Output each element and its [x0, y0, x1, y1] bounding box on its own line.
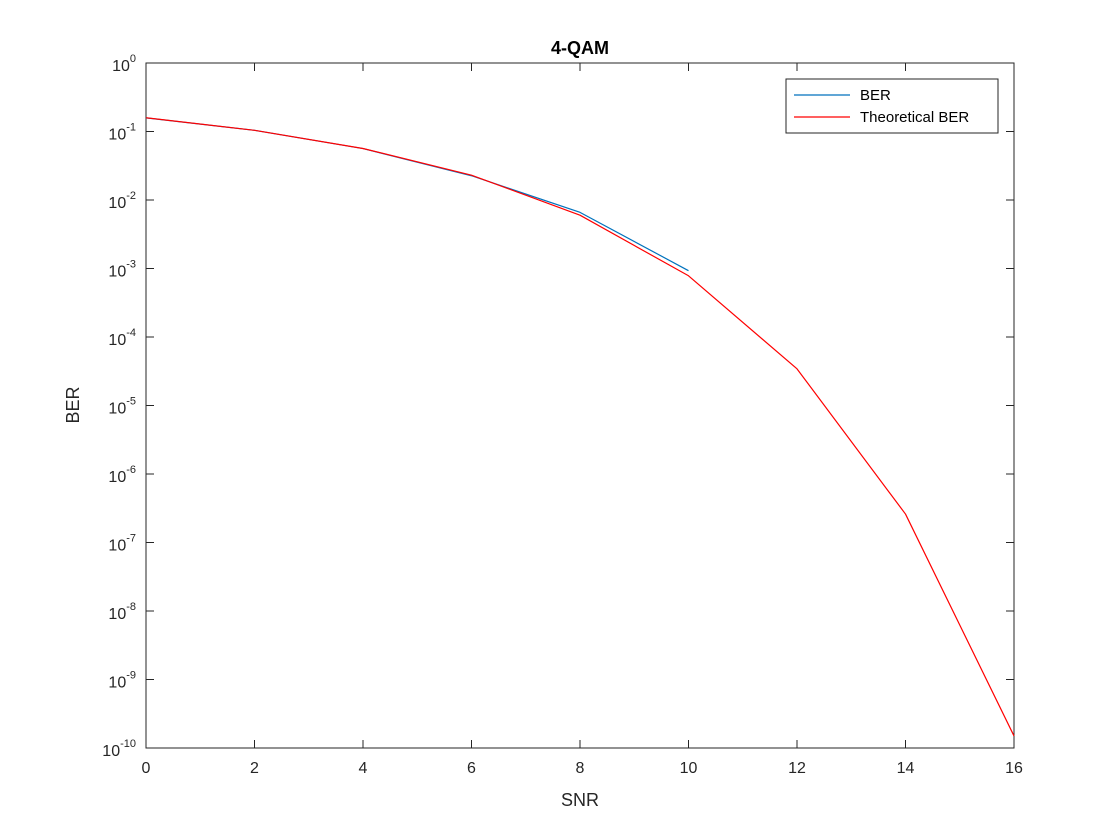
y-tick-label: 10-2: [108, 190, 136, 212]
y-tick-base: 10: [108, 195, 126, 212]
y-tick-base: 10: [108, 469, 126, 486]
x-axis-title: SNR: [561, 790, 599, 810]
x-tick-label: 14: [897, 760, 915, 777]
legend: BER Theoretical BER: [785, 78, 999, 134]
y-tick-exponent: -10: [120, 738, 136, 750]
y-tick-base: 10: [108, 332, 126, 349]
y-tick-exponent: -9: [126, 670, 136, 682]
y-tick-base: 10: [108, 675, 126, 692]
y-axis-title: BER: [63, 386, 83, 423]
legend-label-theoretical-ber: Theoretical BER: [860, 109, 969, 126]
y-tick-label: 10-6: [108, 464, 136, 486]
y-tick-base: 10: [112, 58, 130, 75]
y-tick-base: 10: [108, 127, 126, 144]
y-tick-exponent: -4: [126, 327, 136, 339]
series-line-theoretical-ber: [145, 117, 1015, 737]
y-tick-exponent: -6: [126, 464, 136, 476]
y-tick-exponent: -1: [126, 122, 136, 134]
y-tick-exponent: -8: [126, 601, 136, 613]
y-tick-exponent: -5: [126, 396, 136, 408]
y-tick-label: 10-1: [108, 122, 136, 144]
x-tick-label: 16: [1005, 760, 1023, 777]
y-tick-label: 100: [112, 53, 136, 75]
y-tick-exponent: -2: [126, 190, 136, 202]
x-tick-label: 10: [680, 760, 698, 777]
x-tick-label: 0: [142, 760, 151, 777]
y-tick-base: 10: [108, 606, 126, 623]
y-tick-label: 10-9: [108, 670, 136, 692]
y-tick-label: 10-4: [108, 327, 136, 349]
y-tick-label: 10-7: [108, 533, 136, 555]
y-tick-label: 10-5: [108, 396, 136, 418]
y-tick-label: 10-3: [108, 259, 136, 281]
y-tick-exponent: -7: [126, 533, 136, 545]
y-tick-label: 10-8: [108, 601, 136, 623]
legend-label-ber: BER: [860, 87, 891, 104]
y-tick-base: 10: [102, 743, 120, 760]
y-tick-exponent: -3: [126, 259, 136, 271]
y-tick-base: 10: [108, 401, 126, 418]
x-tick-label: 4: [359, 760, 368, 777]
legend-box: [785, 78, 999, 134]
y-tick-base: 10: [108, 538, 126, 555]
ticks-group: 0 2 4 6 8 10 12 14 1610-1010-910-810-710-610-510…: [102, 53, 1023, 777]
series-group: [145, 117, 1015, 737]
x-tick-label: 12: [788, 760, 806, 777]
x-tick-label: 6: [467, 760, 476, 777]
y-tick-label: 10-10: [102, 738, 136, 760]
y-tick-exponent: 0: [130, 53, 136, 65]
x-tick-label: 8: [576, 760, 585, 777]
x-tick-label: 2: [250, 760, 259, 777]
axes-box: [145, 62, 1015, 749]
chart-title: 4-QAM: [551, 38, 609, 58]
y-tick-base: 10: [108, 264, 126, 281]
